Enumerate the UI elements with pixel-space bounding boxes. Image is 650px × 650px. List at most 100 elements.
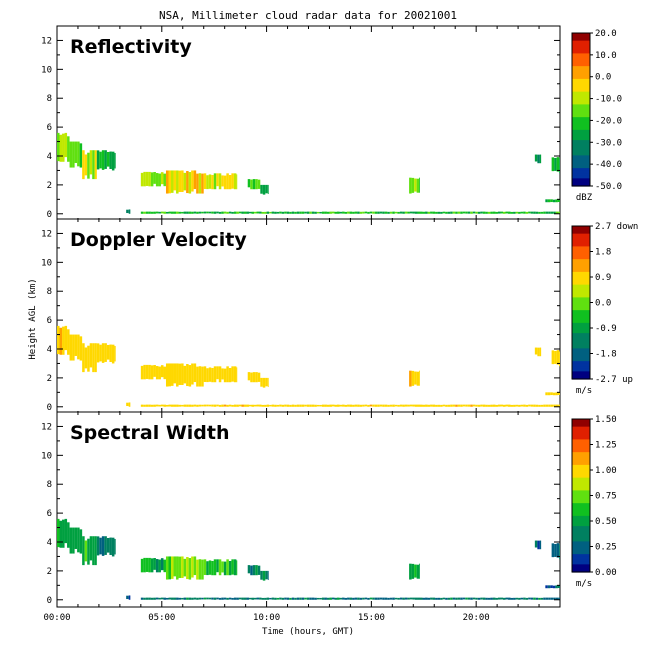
data-cell [262,184,266,195]
data-cell [402,404,405,407]
data-cell [208,211,212,214]
colorbar-band [572,363,590,367]
colorbar-band [572,447,590,451]
data-cell [289,211,292,214]
colorbar-band [572,40,590,44]
data-cell [173,556,177,577]
data-cell [252,565,256,576]
data-cell [155,366,159,380]
colorbar-band [572,431,590,435]
data-cell [556,350,560,365]
data-cell [553,404,556,407]
colorbar-band [572,368,590,372]
data-cell [67,522,70,548]
cloud-region [96,343,116,364]
data-cell [487,597,491,600]
data-cell [409,211,413,214]
data-cell [178,556,182,578]
data-cell [67,329,70,355]
colorbar-band [572,322,590,327]
data-cell [203,173,207,189]
data-cell [155,597,159,600]
data-cell [248,211,252,214]
colorbar-band [572,500,590,504]
cloud-region [260,184,269,195]
cloud-region [57,132,70,162]
data-cell [176,556,179,580]
colorbar-band [572,38,590,42]
data-cell [392,404,395,407]
data-cell [213,559,217,576]
data-cell [539,347,542,357]
data-cell [354,211,358,214]
data-cell [221,561,224,573]
data-cell [193,211,197,214]
data-cell [414,211,418,214]
data-cell [337,211,340,214]
colorbar-band [572,241,590,245]
data-cell [262,570,266,581]
data-cell [513,404,516,407]
data-cell [452,597,456,600]
colorbar-tick-label: -40.0 [595,160,622,170]
data-cell [419,211,423,214]
data-cell [316,404,320,407]
data-cell [490,211,493,214]
data-cell [409,563,412,580]
data-cell [79,143,83,168]
data-cell [267,184,269,195]
data-cell [89,343,93,368]
colorbar-band [572,264,590,268]
data-cell [394,597,398,600]
data-cell [404,597,408,600]
x-tick-label: 05:00 [148,613,175,623]
data-cell [411,370,415,386]
data-cell [101,343,105,363]
data-cell [173,170,177,191]
data-cell [450,404,453,407]
data-cell [495,404,498,407]
data-cell [254,404,257,407]
data-cell [101,536,105,556]
data-cell [523,597,526,600]
colorbar-tick-label: 10.0 [595,51,617,61]
data-cell [140,558,144,573]
data-cell [422,404,426,407]
y-tick-label: 12 [41,36,52,46]
panel-2: 0 2 4 6 8 10 12 00:00 05:00 10:00 15:00 20:00 Spectr… [41,411,617,623]
colorbar-tick-label: -50.0 [595,182,622,192]
data-cell [284,597,287,600]
data-cell [158,366,161,380]
data-cell [57,518,60,548]
data-cell [445,597,448,600]
colorbar-band [572,106,590,111]
data-cell [236,367,238,383]
data-cell [79,336,83,361]
cloud-region [247,565,261,576]
colorbar-band [572,320,590,324]
data-cell [254,211,257,214]
data-cell [435,597,438,600]
colorbar-band [572,173,590,177]
data-cell [347,597,350,600]
data-cell [171,404,174,407]
data-cell [394,211,398,214]
data-cell [550,585,553,589]
data-cell [492,404,496,407]
data-cell [462,404,466,407]
data-cell [470,211,473,214]
colorbar-band [572,495,590,499]
data-cell [191,556,194,578]
colorbar-band [572,531,590,535]
data-cell [545,392,548,396]
data-cell [236,404,239,407]
data-cell [198,366,202,387]
data-cell [203,404,207,407]
data-cell [148,404,151,407]
data-cell [183,172,187,191]
data-cell [518,404,521,407]
data-cell [201,559,204,580]
data-cell [427,211,431,214]
data-cell [404,404,408,407]
data-cell [457,211,461,214]
